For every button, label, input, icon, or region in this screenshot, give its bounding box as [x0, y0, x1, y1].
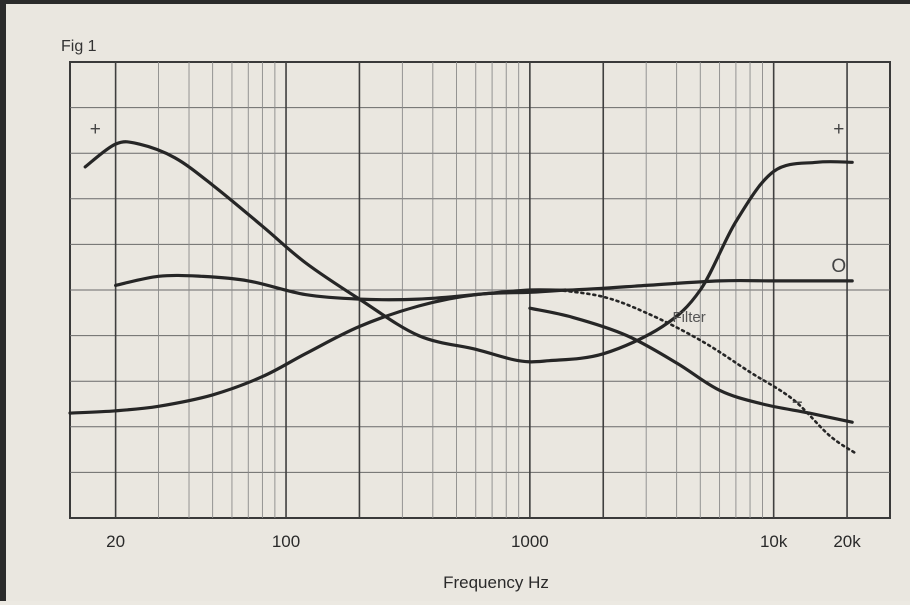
frequency-response-chart: Fig 1 20 100 1000 10k 20k + + O − Filter Frequen… — [61, 38, 891, 592]
chart-series — [68, 140, 859, 456]
annotation-marker: + — [90, 119, 101, 140]
chart-grid — [69, 61, 891, 519]
series-line-filter — [556, 288, 859, 456]
x-tick-label: 1000 — [511, 532, 549, 551]
x-tick-label: 100 — [272, 532, 300, 551]
x-tick-labels: 20 100 1000 10k 20k — [106, 532, 861, 551]
annotation-marker: O — [831, 256, 846, 277]
annotation-marker: − — [792, 393, 803, 414]
x-tick-label: 10k — [760, 532, 788, 551]
x-axis-title: Frequency Hz — [443, 573, 549, 592]
chart-annotations: + + O − Filter — [90, 119, 847, 414]
annotation-filter-label: Filter — [672, 309, 705, 326]
series-line-4 — [528, 306, 854, 424]
series-line-2 — [114, 273, 854, 302]
annotation-marker: + — [833, 119, 844, 140]
x-tick-label: 20 — [106, 532, 125, 551]
x-tick-label: 20k — [833, 532, 861, 551]
series-line-1 — [83, 140, 854, 364]
figure-label: Fig 1 — [61, 38, 97, 55]
series-line-3 — [68, 288, 568, 415]
